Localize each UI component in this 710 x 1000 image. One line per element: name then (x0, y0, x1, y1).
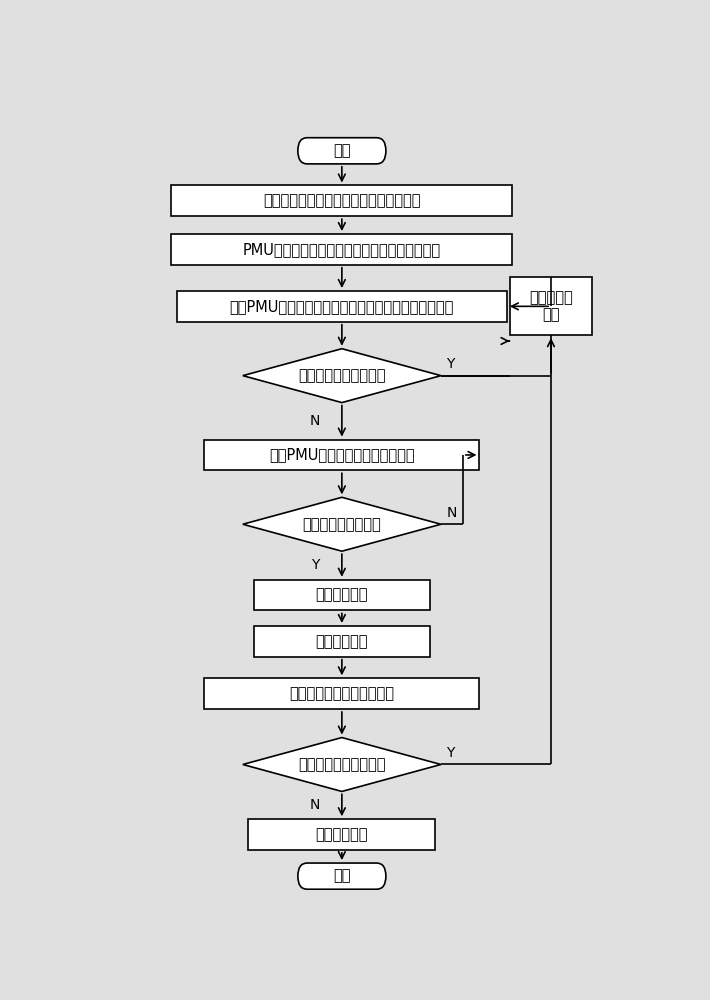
Polygon shape (243, 497, 441, 551)
FancyBboxPatch shape (254, 626, 430, 657)
FancyBboxPatch shape (254, 580, 430, 610)
Text: 在线分析合解环后潮流分布: 在线分析合解环后潮流分布 (290, 686, 394, 701)
FancyBboxPatch shape (510, 277, 592, 335)
Text: 调整合解环
方案: 调整合解环 方案 (529, 290, 573, 323)
FancyBboxPatch shape (171, 234, 513, 265)
Text: N: N (447, 506, 457, 520)
Text: Y: Y (447, 357, 455, 371)
FancyBboxPatch shape (171, 185, 513, 216)
Text: 根据PMU实时信息，对合解环方案进行在线预潮流校核: 根据PMU实时信息，对合解环方案进行在线预潮流校核 (229, 299, 454, 314)
Text: Y: Y (447, 746, 455, 760)
Text: N: N (310, 414, 320, 428)
FancyBboxPatch shape (204, 678, 479, 709)
FancyBboxPatch shape (298, 138, 386, 164)
Text: Y: Y (312, 558, 320, 572)
Text: 根据PMU实时信息，确定合环时机: 根据PMU实时信息，确定合环时机 (269, 447, 415, 462)
Text: 结束: 结束 (333, 869, 351, 884)
Polygon shape (243, 349, 441, 403)
Text: 合环点满足合环条件: 合环点满足合环条件 (302, 517, 381, 532)
FancyBboxPatch shape (177, 291, 507, 322)
Text: N: N (310, 798, 320, 812)
Text: 是否有过载线路或主变: 是否有过载线路或主变 (298, 368, 386, 383)
Text: 开始: 开始 (333, 143, 351, 158)
Text: 是否有过载线路或主变: 是否有过载线路或主变 (298, 757, 386, 772)
Text: 分析电网过载情况，离线研究合解环方案: 分析电网过载情况，离线研究合解环方案 (263, 193, 420, 208)
Text: 确定最终方案: 确定最终方案 (316, 827, 368, 842)
Text: 在合环点合环: 在合环点合环 (316, 588, 368, 603)
Polygon shape (243, 738, 441, 791)
Text: PMU采集合解环点电压信息和线路主变过载信息: PMU采集合解环点电压信息和线路主变过载信息 (243, 242, 441, 257)
FancyBboxPatch shape (204, 440, 479, 470)
FancyBboxPatch shape (298, 863, 386, 889)
Text: 在解环点解环: 在解环点解环 (316, 634, 368, 649)
FancyBboxPatch shape (248, 819, 435, 850)
